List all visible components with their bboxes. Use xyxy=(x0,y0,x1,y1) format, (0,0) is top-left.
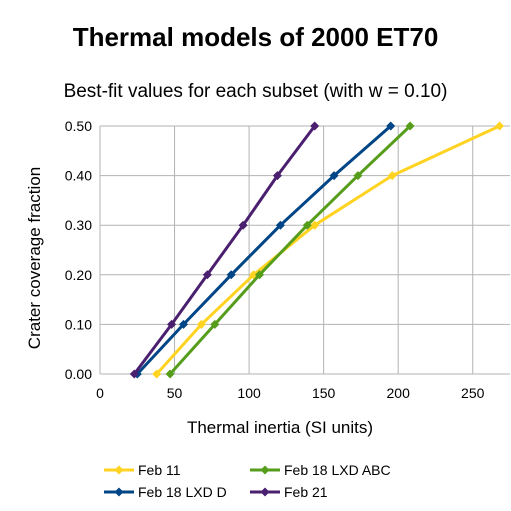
series-feb-11 xyxy=(152,121,505,379)
data-point xyxy=(167,319,177,329)
data-point xyxy=(310,220,320,230)
data-point xyxy=(495,121,505,131)
series-line xyxy=(168,124,412,376)
legend-item: Feb 21 xyxy=(250,484,328,500)
data-point xyxy=(152,369,162,379)
x-tick-label: 250 xyxy=(461,385,485,401)
y-tick-label: 0.40 xyxy=(65,168,92,184)
legend: Feb 11 Feb 18 LXD ABC Feb 18 LXD D Feb 21 xyxy=(104,462,391,500)
tick-labels: 0.00 0.10 0.20 0.30 0.40 0.50 0 50 100 150 200 250 xyxy=(65,118,485,401)
data-point xyxy=(226,270,236,280)
series-feb-21 xyxy=(129,121,320,379)
y-tick-label: 0.00 xyxy=(65,366,92,382)
x-tick-label: 0 xyxy=(96,385,104,401)
legend-marker xyxy=(260,487,270,497)
data-point xyxy=(302,220,312,230)
series-feb-18-lxd-d xyxy=(132,121,396,379)
data-point xyxy=(255,270,265,280)
y-axis-label: Crater coverage fraction xyxy=(25,167,44,349)
data-point xyxy=(129,369,139,379)
data-point xyxy=(178,319,188,329)
legend-label: Feb 18 LXD D xyxy=(138,484,227,500)
data-point xyxy=(165,369,175,379)
data-point xyxy=(353,171,363,181)
legend-item: Feb 18 LXD ABC xyxy=(250,462,391,478)
series-line xyxy=(155,124,501,376)
data-point xyxy=(329,171,339,181)
y-tick-label: 0.20 xyxy=(65,267,92,283)
legend-marker xyxy=(260,465,270,475)
data-point xyxy=(405,121,415,131)
series-feb-18-lxd-abc xyxy=(165,121,415,379)
x-tick-label: 100 xyxy=(237,385,261,401)
series-line xyxy=(136,124,392,376)
data-point xyxy=(275,220,285,230)
x-tick-label: 50 xyxy=(167,385,183,401)
legend-label: Feb 11 xyxy=(138,462,181,478)
legend-item: Feb 11 xyxy=(104,462,181,478)
chart-subtitle: Best-fit values for each subset (with w … xyxy=(64,81,448,102)
x-tick-label: 200 xyxy=(387,385,411,401)
data-point xyxy=(386,121,396,131)
x-axis-label: Thermal inertia (SI units) xyxy=(187,418,373,437)
legend-item: Feb 18 LXD D xyxy=(104,484,227,500)
data-point xyxy=(196,319,206,329)
y-tick-label: 0.50 xyxy=(65,118,92,134)
data-point xyxy=(272,171,282,181)
data-point xyxy=(387,171,397,181)
legend-label: Feb 18 LXD ABC xyxy=(284,462,391,478)
x-tick-label: 150 xyxy=(312,385,336,401)
series-line xyxy=(133,125,316,375)
legend-marker xyxy=(114,487,124,497)
chart-title: Thermal models of 2000 ET70 xyxy=(73,22,439,52)
legend-marker xyxy=(114,465,124,475)
data-point xyxy=(202,270,212,280)
data-point xyxy=(310,121,320,131)
data-point xyxy=(210,319,220,329)
y-tick-label: 0.10 xyxy=(65,316,92,332)
legend-label: Feb 21 xyxy=(284,484,328,500)
y-tick-label: 0.30 xyxy=(65,217,92,233)
data-point xyxy=(238,220,248,230)
series-group xyxy=(129,121,505,379)
